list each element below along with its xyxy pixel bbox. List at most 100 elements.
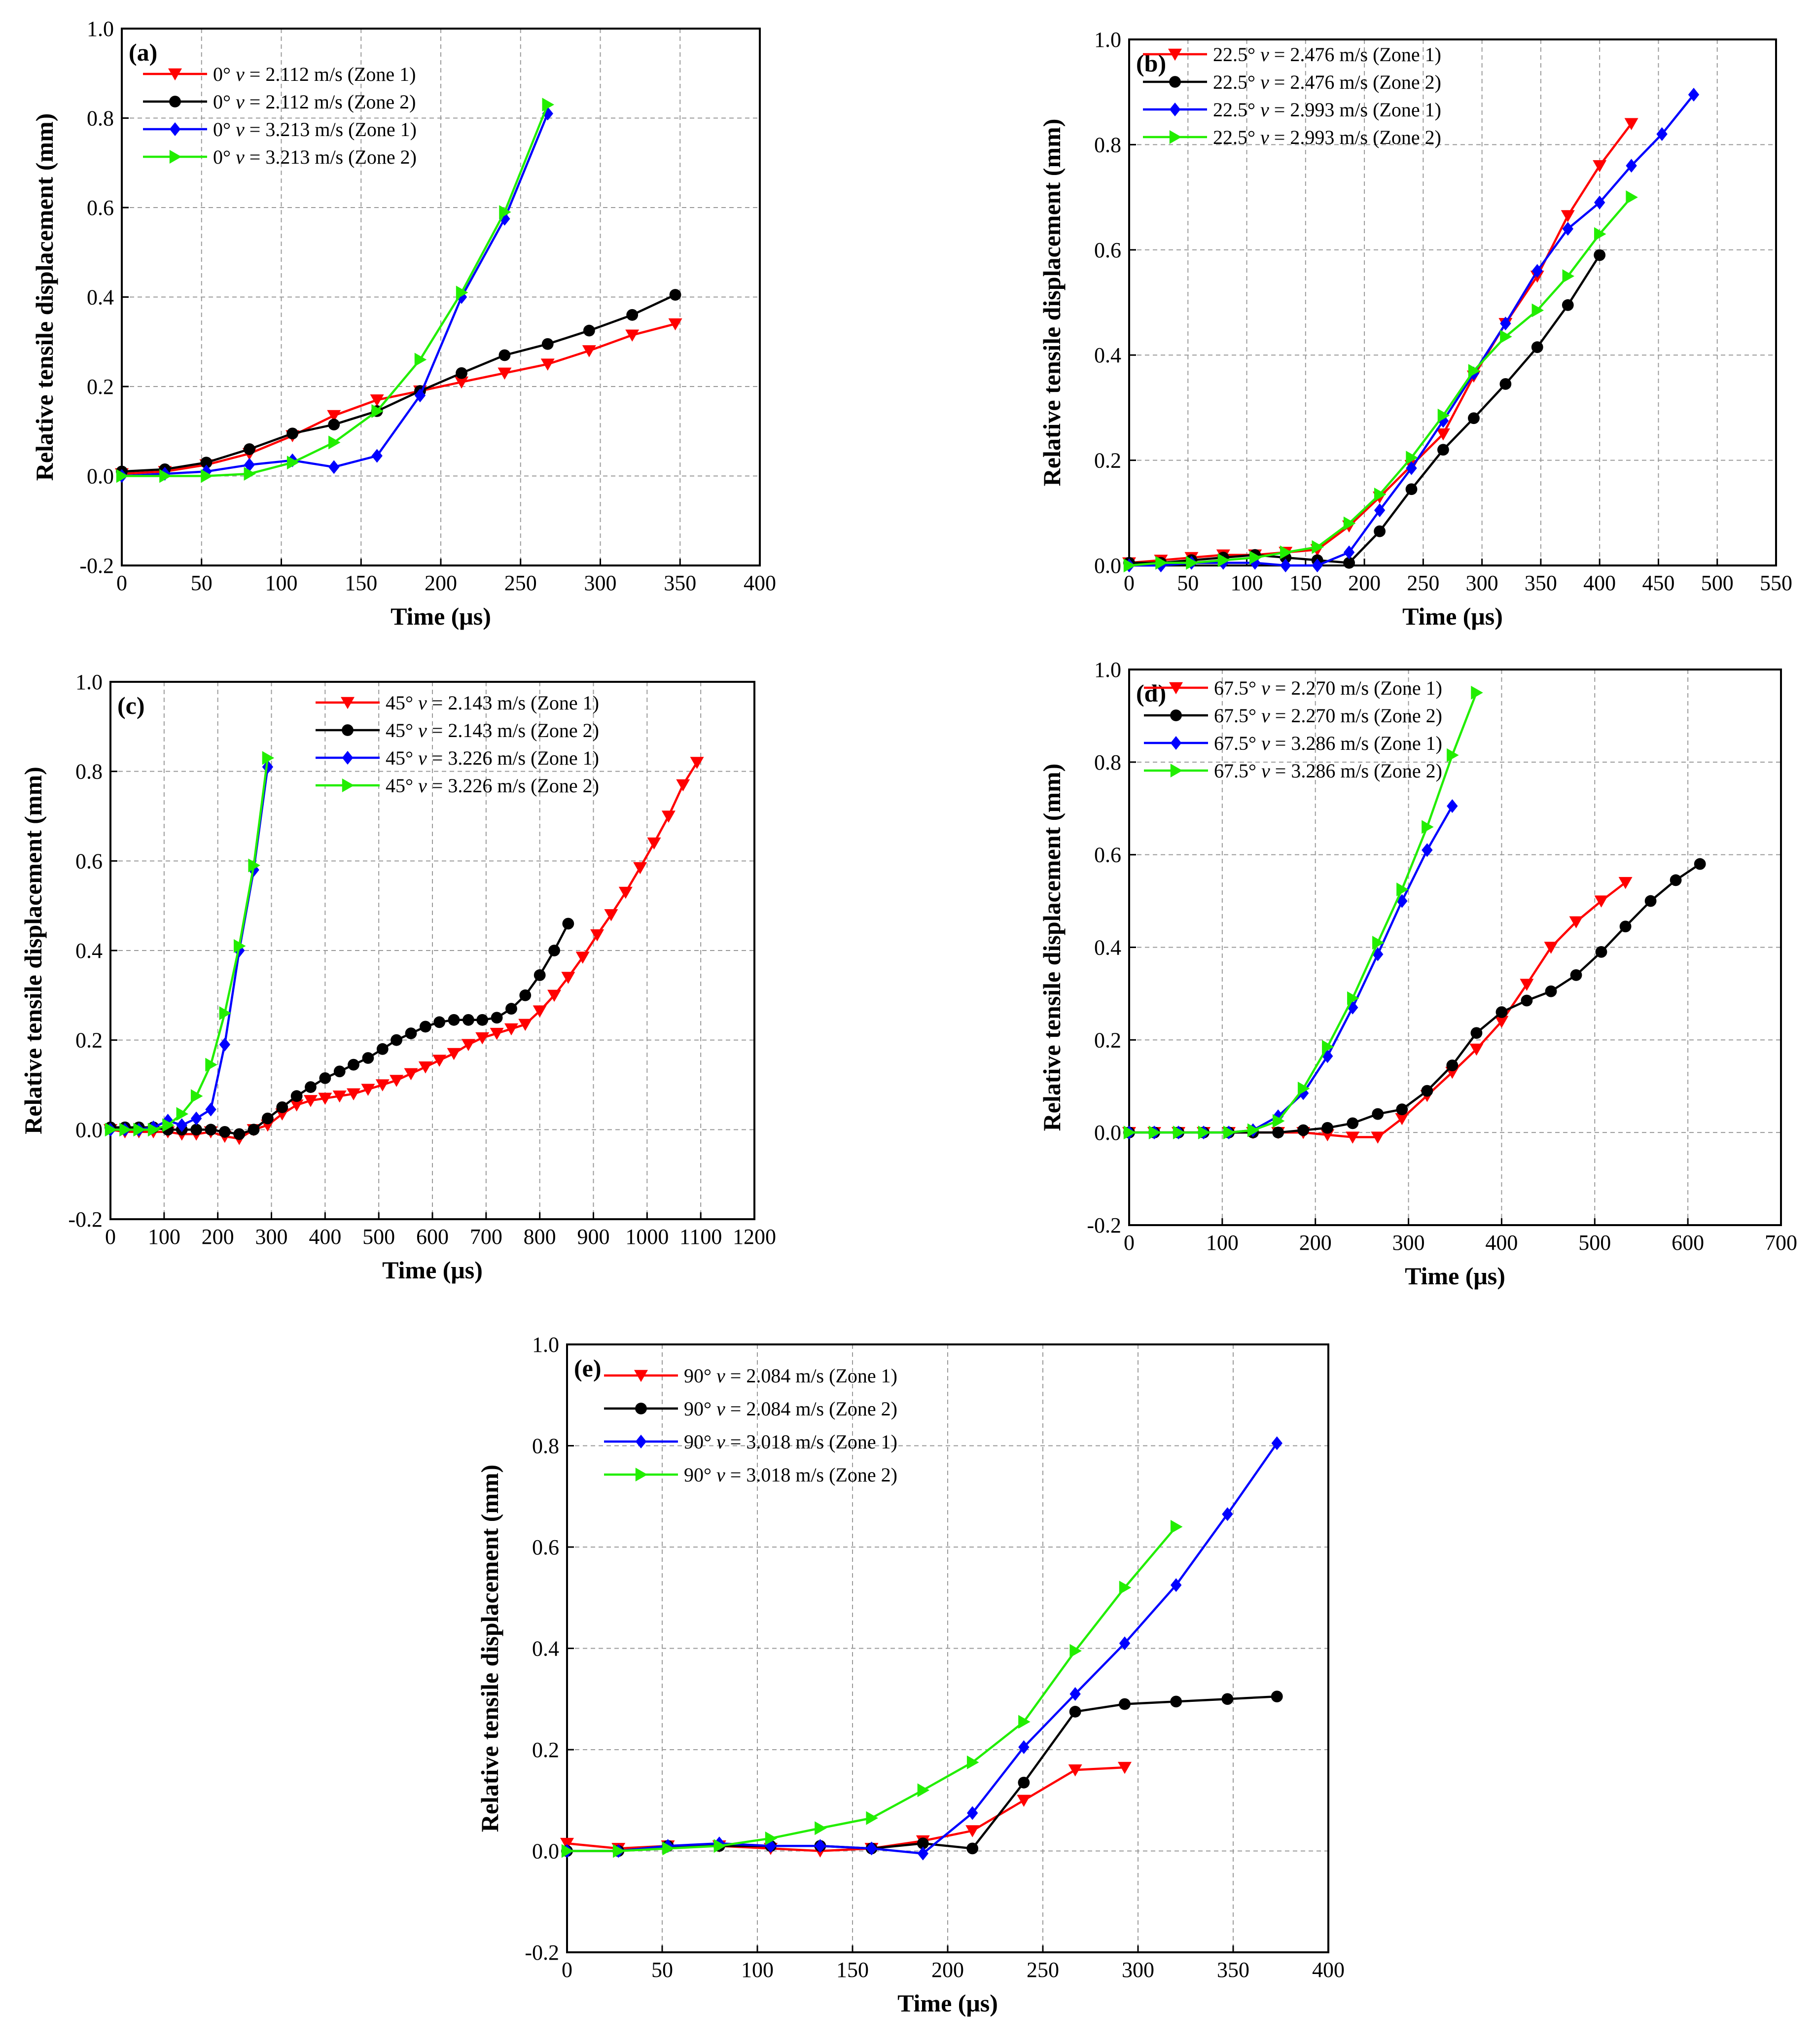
legend-entry: 45° v = 2.143 m/s (Zone 1)	[386, 692, 599, 714]
y-tick-label: 0.2	[75, 1028, 103, 1053]
series-1	[1123, 858, 1706, 1139]
data-point	[1119, 1581, 1132, 1595]
series-line	[567, 1695, 1277, 1852]
data-point	[455, 376, 469, 389]
data-point	[133, 1123, 145, 1137]
data-point	[1186, 556, 1198, 570]
x-tick-label: 600	[416, 1225, 449, 1249]
data-point	[1396, 882, 1409, 897]
legend-velocity-symbol: v	[1261, 760, 1270, 782]
x-tick-label: 150	[1289, 571, 1322, 595]
legend-velocity-zone: = 2.270 m/s (Zone 2)	[1270, 705, 1442, 727]
legend-velocity-zone: = 3.213 m/s (Zone 1)	[245, 118, 417, 141]
y-tick-label: 1.0	[75, 670, 103, 694]
x-tick-label: 400	[1583, 571, 1616, 595]
data-point	[332, 1091, 347, 1103]
data-point	[1521, 994, 1533, 1007]
legend-velocity-symbol: v	[236, 63, 245, 85]
data-point	[1322, 1040, 1334, 1054]
chart-panel-4: 0 50 100 150 200 250 300 350 400 -0.2 0.0 0.2 0.4 0.6…	[476, 1333, 1345, 2017]
series-line	[567, 1526, 1177, 1852]
data-point	[505, 1003, 517, 1015]
data-point	[328, 435, 341, 450]
data-point	[965, 1825, 980, 1837]
legend-velocity-symbol: v	[716, 1398, 725, 1420]
legend-entry: 0° v = 3.213 m/s (Zone 2)	[213, 146, 417, 168]
legend-velocity-symbol: v	[1260, 43, 1269, 66]
data-point	[375, 1079, 390, 1092]
legend-velocity-zone: = 2.270 m/s (Zone 1)	[1270, 677, 1442, 699]
data-point	[1447, 799, 1458, 813]
legend-velocity-zone: = 2.112 m/s (Zone 1)	[245, 63, 416, 85]
data-point	[105, 1123, 117, 1137]
legend-angle: 90°	[684, 1464, 716, 1486]
data-point	[1018, 1715, 1031, 1729]
data-point	[475, 1032, 490, 1045]
series-line	[1129, 254, 1601, 564]
legend: 67.5° v = 2.270 m/s (Zone 1) 67.5° v = 2.…	[1144, 677, 1442, 782]
data-point	[1422, 820, 1434, 834]
data-point	[1272, 1114, 1285, 1128]
x-tick-label: 450	[1642, 571, 1674, 595]
data-point	[159, 469, 172, 483]
data-point	[1069, 1706, 1081, 1718]
legend: 90° v = 2.084 m/s (Zone 1)90° v = 2.084 …	[604, 1365, 897, 1486]
data-point	[499, 205, 511, 219]
data-point	[690, 757, 704, 769]
x-tick-label: 500	[362, 1225, 395, 1249]
panel-label: (d)	[1136, 679, 1166, 707]
data-point	[662, 1841, 675, 1856]
x-tick-label: 350	[1217, 1958, 1249, 1982]
data-point	[676, 779, 690, 792]
x-tick-label: 250	[504, 571, 537, 595]
data-point	[348, 1058, 359, 1071]
data-point	[1371, 1131, 1385, 1144]
legend: 0° v = 2.112 m/s (Zone 1)0° v = 2.112 m/…	[143, 63, 417, 168]
data-point	[519, 989, 532, 1001]
data-point	[583, 324, 595, 337]
data-point	[262, 751, 275, 765]
data-point	[119, 1123, 132, 1137]
data-point	[625, 329, 640, 342]
x-tick-label: 400	[744, 571, 776, 595]
data-point	[561, 972, 575, 984]
series-line	[1129, 863, 1701, 1134]
data-point	[1119, 1698, 1131, 1710]
legend-marker	[1168, 48, 1182, 61]
y-tick-label: 0.6	[1094, 238, 1121, 262]
legend-entry: 90° v = 2.084 m/s (Zone 2)	[684, 1398, 897, 1420]
data-point	[1171, 1519, 1183, 1534]
x-tick-label: 300	[255, 1225, 288, 1249]
legend-marker	[1169, 76, 1181, 88]
data-point	[765, 1831, 778, 1845]
data-point	[966, 1806, 978, 1820]
data-point	[448, 1014, 460, 1026]
data-point	[917, 1783, 930, 1797]
data-point	[1593, 160, 1607, 173]
y-tick-label: 0.4	[1094, 343, 1121, 367]
y-tick-label: 1.0	[87, 17, 114, 41]
plot-frame	[1128, 38, 1777, 566]
data-point	[1468, 364, 1481, 378]
data-point	[815, 1839, 826, 1853]
legend-angle: 90°	[684, 1398, 716, 1420]
x-tick-label: 100	[265, 571, 298, 595]
data-point	[562, 917, 574, 930]
legend-angle: 45°	[386, 719, 418, 741]
x-tick-label: 200	[1348, 571, 1381, 595]
legend-entry: 67.5° v = 2.270 m/s (Zone 2)	[1214, 705, 1442, 727]
data-point	[1247, 1123, 1260, 1137]
series-0	[1122, 118, 1638, 569]
x-tick-label: 0	[1124, 1231, 1135, 1255]
data-point	[1471, 685, 1483, 700]
data-point	[1297, 1081, 1310, 1095]
data-point	[1249, 556, 1261, 570]
y-tick-label: -0.2	[68, 1207, 103, 1232]
legend-angle: 67.5°	[1214, 732, 1261, 754]
x-tick-label: 0	[562, 1958, 572, 1982]
data-point	[1626, 159, 1637, 173]
data-point	[404, 1068, 418, 1081]
legend-angle: 90°	[684, 1431, 716, 1453]
data-point	[917, 1846, 929, 1861]
data-point	[205, 1057, 217, 1072]
